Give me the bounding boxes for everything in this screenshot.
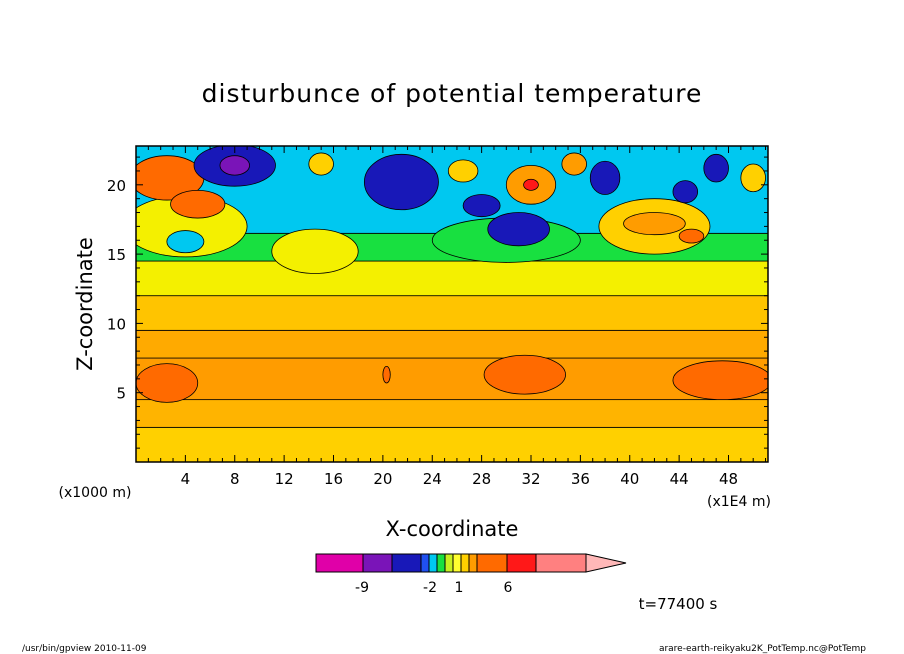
colorbar-segment-9	[468, 553, 478, 573]
colorbar-segments	[315, 553, 627, 573]
x-tick-label-4: 4	[181, 470, 191, 488]
x-axis-label: X-coordinate	[386, 517, 519, 541]
blobs-layer	[136, 146, 768, 403]
contour-cell-23	[561, 152, 587, 176]
contour-cell-15	[487, 212, 550, 247]
contour-cell-20	[523, 178, 539, 191]
contour-cell-13	[363, 153, 439, 211]
footer-right: arare-earth-reikyaku2K_PotTemp.nc@PotTem…	[659, 644, 866, 654]
x-unit-left: (x1000 m)	[59, 485, 132, 501]
contour-band-1	[136, 399, 768, 428]
colorbar-segment-6	[444, 553, 454, 573]
contour-cell-0	[136, 363, 199, 403]
contour-cell-2	[672, 360, 768, 401]
plot-area	[136, 146, 768, 462]
x-tick-label-28: 28	[472, 470, 491, 488]
y-tick-label-20: 20	[107, 177, 126, 195]
colorbar-arrow	[585, 553, 627, 573]
contour-band-5	[136, 260, 768, 297]
x-tick-label-48: 48	[719, 470, 738, 488]
contour-cell-14	[462, 194, 501, 218]
colorbar-segment-5	[436, 553, 446, 573]
bands-layer	[136, 146, 768, 462]
chart-title: disturbunce of potential temperature	[202, 79, 703, 108]
x-tick-label-44: 44	[670, 470, 689, 488]
x-tick-label-40: 40	[620, 470, 639, 488]
colorbar-segment-10	[476, 553, 508, 573]
contour-cell-22	[447, 159, 479, 183]
colorbar-segment-8	[460, 553, 470, 573]
contour-cell-18	[703, 153, 729, 183]
colorbar-segment-4	[428, 553, 438, 573]
contour-cell-26	[740, 163, 766, 193]
y-axis-ticks: 5 10 15 20	[107, 156, 768, 449]
colorbar: -9 -2 1 6	[315, 553, 627, 596]
plot-frame	[135, 145, 769, 463]
colorbar-label-0: -9	[355, 580, 369, 596]
x-tick-label-12: 12	[275, 470, 294, 488]
x-unit-right: (x1E4 m)	[707, 494, 771, 510]
time-label: t=77400 s	[639, 595, 718, 613]
contour-cell-21	[308, 152, 334, 176]
colorbar-segment-2	[391, 553, 422, 573]
contour-band-3	[136, 329, 768, 359]
contour-band-4	[136, 295, 768, 331]
y-axis-label: Z-coordinate	[73, 237, 97, 371]
footer-left: /usr/bin/gpview 2010-11-09	[22, 644, 147, 654]
y-tick-label-5: 5	[116, 385, 126, 403]
x-tick-label-20: 20	[373, 470, 392, 488]
x-tick-label-16: 16	[324, 470, 343, 488]
x-tick-label-24: 24	[423, 470, 442, 488]
colorbar-segment-7	[452, 553, 462, 573]
y-tick-label-10: 10	[107, 315, 126, 333]
x-tick-label-36: 36	[571, 470, 590, 488]
colorbar-segment-11	[506, 553, 537, 573]
colorbar-segment-1	[362, 553, 393, 573]
contour-cell-12	[219, 155, 250, 176]
contour-cell-25	[678, 228, 705, 244]
contour-cell-10	[166, 230, 205, 254]
contour-cell-17	[672, 180, 699, 204]
contour-cell-1	[483, 354, 566, 395]
x-tick-label-8: 8	[230, 470, 240, 488]
contour-band-0	[136, 426, 768, 462]
colorbar-segment-12	[535, 553, 587, 573]
x-axis-ticks: 4 8 12 16 20 24 28 32 36 40 44 48	[147, 146, 767, 488]
colorbar-segment-3	[420, 553, 430, 573]
contour-cell-9	[170, 189, 226, 219]
x-tick-label-32: 32	[521, 470, 540, 488]
contour-cell-3	[382, 365, 391, 384]
contour-cell-5	[271, 228, 359, 274]
y-tick-label-15: 15	[107, 246, 126, 264]
contour-cell-24	[623, 212, 686, 236]
colorbar-label-2: 1	[455, 580, 464, 596]
contour-cell-16	[589, 160, 621, 195]
colorbar-label-3: 6	[504, 580, 513, 596]
colorbar-label-1: -2	[423, 580, 437, 596]
contour-band-2	[136, 357, 768, 401]
colorbar-segment-0	[315, 553, 364, 573]
